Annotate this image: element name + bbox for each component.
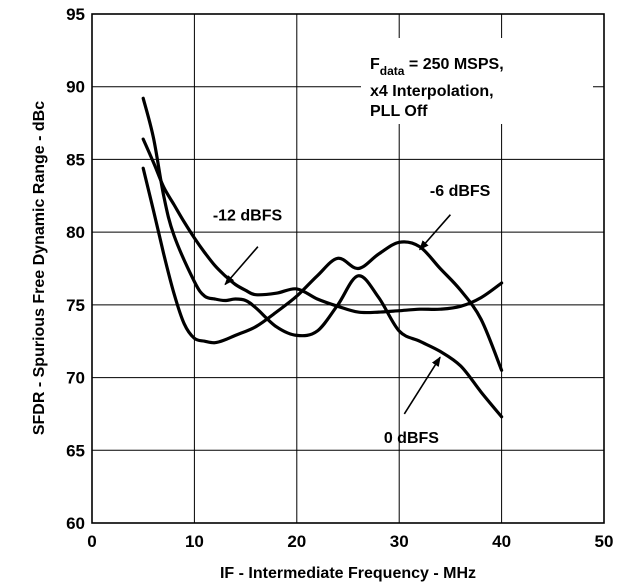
y-tick-label: 65 <box>66 441 85 460</box>
annotations: -12 dBFS -6 dBFS 0 dBFS <box>213 183 491 447</box>
y-tick-label: 95 <box>66 5 85 24</box>
x-tick-label: 50 <box>595 532 614 551</box>
condition-label-background <box>361 38 593 124</box>
arrow-0-dbfs <box>403 356 441 415</box>
condition-line-2: x4 Interpolation, <box>370 83 494 100</box>
y-tick-label: 70 <box>66 369 85 388</box>
series-label-6-dbfs: -6 dBFS <box>430 183 491 200</box>
x-axis-title: IF - Intermediate Frequency - MHz <box>220 565 476 582</box>
series-label-12-dbfs: -12 dBFS <box>213 208 283 225</box>
y-tick-label: 75 <box>66 296 85 315</box>
y-tick-label: 60 <box>66 514 85 533</box>
x-tick-label: 20 <box>287 532 306 551</box>
y-axis-title: SFDR - Spurious Free Dynamic Range - dBc <box>31 101 48 435</box>
tick-labels: 0 10 20 30 40 50 60 65 70 75 80 85 90 95 <box>66 5 613 551</box>
condition-line-1: Fdata = 250 MSPS, <box>370 56 504 78</box>
condition-label: Fdata = 250 MSPS, x4 Interpolation, PLL … <box>361 38 593 124</box>
plot-frame <box>91 13 605 524</box>
x-tick-label: 10 <box>185 532 204 551</box>
series-line-6-dbfs <box>141 166 504 372</box>
y-tick-label: 85 <box>66 150 85 169</box>
arrow-6-dbfs <box>419 214 452 251</box>
y-tick-label: 80 <box>66 223 85 242</box>
x-tick-label: 30 <box>390 532 409 551</box>
condition-f-main: F <box>370 56 380 73</box>
condition-f-rest: = 250 MSPS, <box>404 56 503 73</box>
x-tick-label: 0 <box>87 532 96 551</box>
y-tick-label: 90 <box>66 78 85 97</box>
series-lines <box>141 96 504 419</box>
x-tick-label: 40 <box>492 532 511 551</box>
series-line-12-dbfs <box>141 137 504 315</box>
series-line-0-dbfs <box>141 96 504 419</box>
arrow-12-dbfs <box>224 246 259 286</box>
series-label-0-dbfs: 0 dBFS <box>384 430 439 447</box>
condition-line-3: PLL Off <box>370 103 428 120</box>
condition-f-sub: data <box>380 64 405 78</box>
